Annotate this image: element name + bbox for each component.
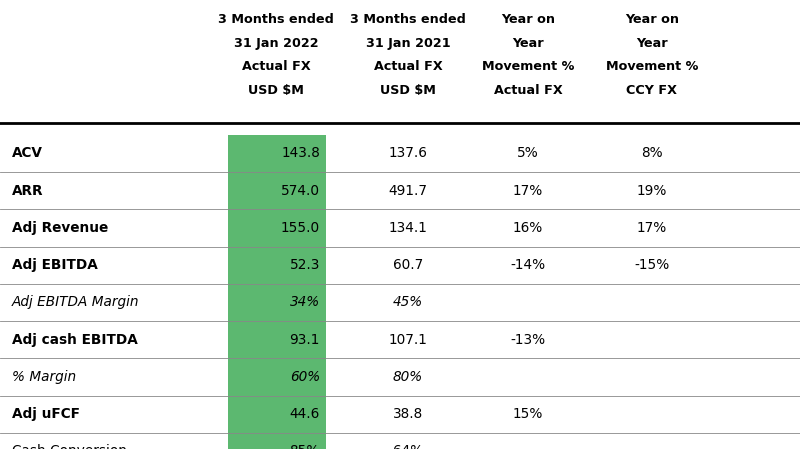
Text: 85%: 85% — [290, 445, 320, 449]
Text: Adj uFCF: Adj uFCF — [12, 407, 80, 421]
Text: 45%: 45% — [393, 295, 423, 309]
Bar — [228, 321, 326, 358]
Text: CCY FX: CCY FX — [626, 84, 678, 97]
Bar — [228, 135, 326, 172]
Text: 52.3: 52.3 — [290, 258, 320, 272]
Text: 16%: 16% — [513, 221, 543, 235]
Text: Actual FX: Actual FX — [374, 60, 442, 73]
Bar — [228, 209, 326, 247]
Text: ACV: ACV — [12, 146, 43, 160]
Text: 8%: 8% — [641, 146, 663, 160]
Text: 137.6: 137.6 — [389, 146, 427, 160]
Text: 574.0: 574.0 — [281, 184, 320, 198]
Text: 3 Months ended: 3 Months ended — [218, 13, 334, 26]
Text: 19%: 19% — [637, 184, 667, 198]
Text: 17%: 17% — [637, 221, 667, 235]
Text: 17%: 17% — [513, 184, 543, 198]
Bar — [228, 172, 326, 209]
Bar — [228, 247, 326, 284]
Text: Year: Year — [512, 37, 544, 50]
Text: 15%: 15% — [513, 407, 543, 421]
Text: % Margin: % Margin — [12, 370, 76, 384]
Text: 31 Jan 2021: 31 Jan 2021 — [366, 37, 450, 50]
Text: 107.1: 107.1 — [389, 333, 427, 347]
Text: 491.7: 491.7 — [389, 184, 427, 198]
Text: Adj EBITDA Margin: Adj EBITDA Margin — [12, 295, 139, 309]
Text: Adj Revenue: Adj Revenue — [12, 221, 108, 235]
Bar — [228, 284, 326, 321]
Text: 5%: 5% — [517, 146, 539, 160]
Text: ARR: ARR — [12, 184, 43, 198]
Text: Movement %: Movement % — [482, 60, 574, 73]
Text: 38.8: 38.8 — [393, 407, 423, 421]
Text: -15%: -15% — [634, 258, 670, 272]
Text: Movement %: Movement % — [606, 60, 698, 73]
Text: 80%: 80% — [393, 370, 423, 384]
Text: 155.0: 155.0 — [281, 221, 320, 235]
Text: Year on: Year on — [501, 13, 555, 26]
Text: Adj EBITDA: Adj EBITDA — [12, 258, 98, 272]
Text: -13%: -13% — [510, 333, 546, 347]
Text: Actual FX: Actual FX — [494, 84, 562, 97]
Bar — [228, 358, 326, 396]
Bar — [228, 396, 326, 433]
Text: -14%: -14% — [510, 258, 546, 272]
Text: 143.8: 143.8 — [281, 146, 320, 160]
Text: 93.1: 93.1 — [290, 333, 320, 347]
Text: Cash Conversion: Cash Conversion — [12, 445, 127, 449]
Text: 31 Jan 2022: 31 Jan 2022 — [234, 37, 318, 50]
Text: 60%: 60% — [290, 370, 320, 384]
Text: USD $M: USD $M — [380, 84, 436, 97]
Text: 3 Months ended: 3 Months ended — [350, 13, 466, 26]
Text: 34%: 34% — [290, 295, 320, 309]
Text: Year: Year — [636, 37, 668, 50]
Text: 64%: 64% — [393, 445, 423, 449]
Text: 134.1: 134.1 — [389, 221, 427, 235]
Text: Year on: Year on — [625, 13, 679, 26]
Text: 60.7: 60.7 — [393, 258, 423, 272]
Text: USD $M: USD $M — [248, 84, 304, 97]
Text: Actual FX: Actual FX — [242, 60, 310, 73]
Text: 44.6: 44.6 — [290, 407, 320, 421]
Text: Adj cash EBITDA: Adj cash EBITDA — [12, 333, 138, 347]
Bar — [228, 433, 326, 449]
